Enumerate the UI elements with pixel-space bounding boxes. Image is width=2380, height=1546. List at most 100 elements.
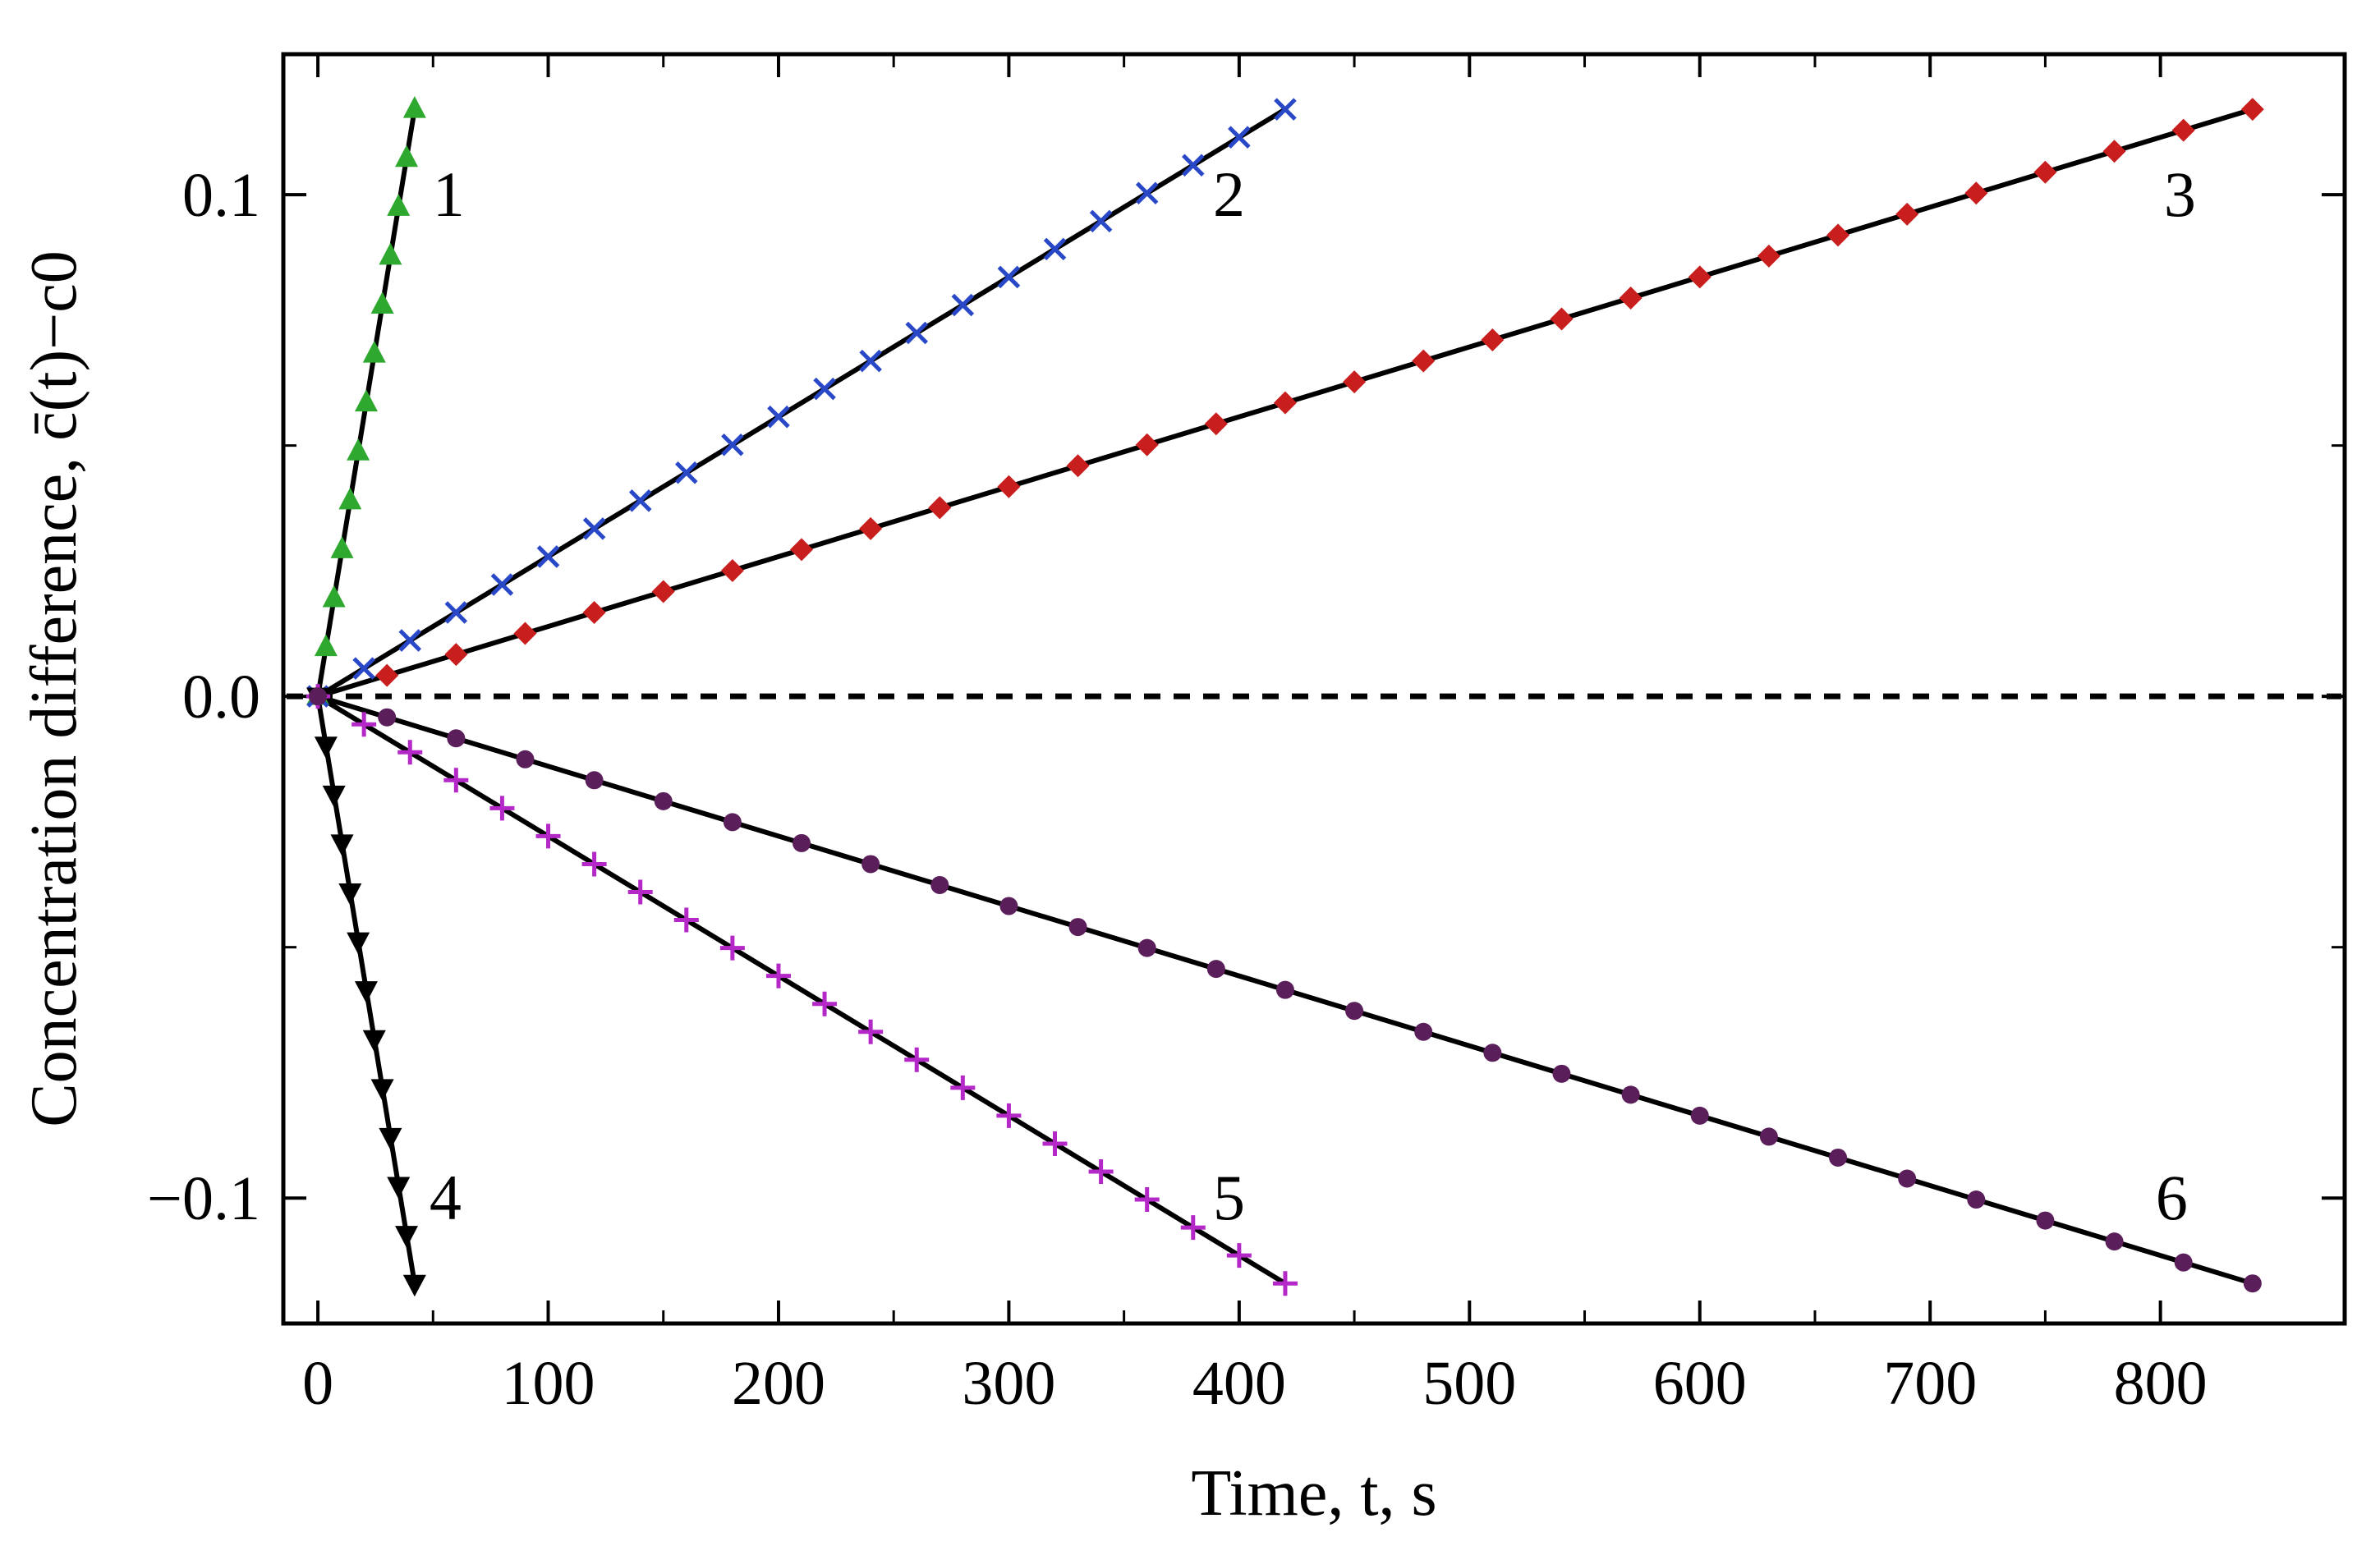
data-point-series-5 <box>1226 1243 1252 1268</box>
data-point-series-6 <box>1414 1022 1433 1041</box>
data-point-series-2 <box>536 545 560 568</box>
marker-layer <box>306 96 2264 1297</box>
data-point-series-2 <box>490 573 514 596</box>
data-point-series-1 <box>354 389 378 412</box>
data-point-series-4 <box>402 1274 426 1297</box>
data-point-series-3 <box>2171 118 2195 142</box>
data-point-series-3 <box>1343 370 1367 394</box>
data-point-series-4 <box>370 1079 394 1101</box>
data-point-series-4 <box>354 981 378 1003</box>
data-point-series-3 <box>790 538 814 562</box>
data-point-series-4 <box>322 785 346 808</box>
data-point-series-4 <box>338 883 362 906</box>
data-point-series-4 <box>362 1030 386 1053</box>
data-point-series-6 <box>1137 938 1156 957</box>
data-point-series-2 <box>813 377 836 401</box>
data-point-series-1 <box>370 291 394 314</box>
data-point-series-6 <box>516 750 535 768</box>
data-point-series-3 <box>444 643 468 667</box>
data-point-series-3 <box>1273 391 1297 415</box>
data-point-series-6 <box>2243 1274 2262 1293</box>
data-point-series-6 <box>2036 1211 2055 1230</box>
series-label-3: 3 <box>2164 158 2196 230</box>
data-point-series-5 <box>996 1103 1022 1128</box>
data-point-series-3 <box>1204 412 1228 436</box>
data-point-series-6 <box>1275 980 1294 999</box>
data-point-series-3 <box>1688 265 1711 289</box>
data-point-series-6 <box>1483 1044 1502 1062</box>
x-tick-label: 0 <box>302 1349 333 1418</box>
x-axis-title: Time, t, s <box>1191 1457 1436 1530</box>
data-point-series-6 <box>1345 1002 1364 1021</box>
data-point-series-5 <box>904 1047 930 1072</box>
data-point-series-3 <box>2102 140 2126 163</box>
y-tick-label: −0.1 <box>147 1164 260 1233</box>
data-point-series-5 <box>581 851 607 877</box>
x-tick-label: 100 <box>502 1349 595 1418</box>
data-point-series-2 <box>352 657 375 680</box>
data-point-series-3 <box>1550 307 1574 331</box>
data-point-series-2 <box>905 321 928 345</box>
data-point-series-5 <box>950 1075 976 1100</box>
series-label-5: 5 <box>1213 1162 1245 1233</box>
data-point-series-4 <box>387 1177 411 1200</box>
data-point-series-6 <box>1552 1064 1571 1083</box>
data-point-series-6 <box>2174 1253 2193 1272</box>
data-point-series-2 <box>1043 237 1067 261</box>
data-point-series-5 <box>351 712 377 737</box>
data-point-series-2 <box>951 293 975 317</box>
data-point-series-1 <box>379 242 402 265</box>
data-point-series-1 <box>314 634 338 657</box>
data-point-series-6 <box>309 687 328 706</box>
fit-line-series-2 <box>316 107 1287 699</box>
data-point-series-2 <box>675 461 698 484</box>
data-point-series-5 <box>443 768 469 793</box>
data-point-series-1 <box>347 438 370 461</box>
data-point-series-3 <box>720 558 744 582</box>
data-point-series-5 <box>1134 1187 1160 1213</box>
data-point-series-6 <box>1829 1148 1848 1167</box>
data-point-series-1 <box>395 145 419 167</box>
data-point-series-4 <box>330 834 354 857</box>
axis-layer: 0 100 200 300 400 500 600 700 800 −0.1 0.0 0.1 <box>147 54 2345 1418</box>
data-point-series-5 <box>489 796 515 821</box>
series-label-4: 4 <box>430 1162 462 1233</box>
data-point-series-2 <box>767 405 790 429</box>
y-tick-label: 0.0 <box>182 663 260 732</box>
data-point-series-6 <box>1690 1106 1709 1125</box>
data-point-series-6 <box>1898 1169 1917 1188</box>
data-point-series-3 <box>859 516 883 540</box>
x-tick-label: 400 <box>1192 1349 1286 1418</box>
data-point-series-2 <box>859 349 882 373</box>
data-point-series-3 <box>651 580 675 603</box>
x-tick-label: 200 <box>732 1349 825 1418</box>
data-point-series-6 <box>723 813 742 832</box>
data-point-series-3 <box>1481 328 1505 352</box>
data-point-series-3 <box>2033 160 2057 184</box>
y-axis-title: Concentration difference, c̄(t)−c0 <box>18 250 90 1127</box>
data-point-series-2 <box>582 517 606 540</box>
data-point-series-6 <box>447 729 466 748</box>
data-point-series-6 <box>378 708 397 727</box>
data-point-series-1 <box>362 340 386 363</box>
data-point-series-4 <box>347 932 370 955</box>
data-point-series-6 <box>1759 1127 1778 1146</box>
data-point-series-6 <box>585 771 604 790</box>
data-point-series-4 <box>379 1127 402 1150</box>
plot-frame <box>281 52 2347 1326</box>
data-point-series-6 <box>1206 960 1225 979</box>
data-point-series-6 <box>2105 1232 2124 1251</box>
data-point-series-3 <box>1619 286 1643 310</box>
data-point-series-2 <box>628 489 652 512</box>
series-label-1: 1 <box>433 158 465 230</box>
data-point-series-5 <box>765 963 791 989</box>
data-point-series-3 <box>2240 98 2264 122</box>
data-point-series-5 <box>627 879 653 905</box>
label-layer: 1 2 3 4 5 6 <box>430 158 2196 1233</box>
data-point-series-5 <box>719 935 745 961</box>
data-point-series-5 <box>397 740 423 765</box>
data-point-series-3 <box>1964 181 1988 205</box>
data-point-series-6 <box>1068 918 1087 937</box>
data-point-series-4 <box>395 1226 419 1248</box>
data-point-series-1 <box>338 487 362 510</box>
